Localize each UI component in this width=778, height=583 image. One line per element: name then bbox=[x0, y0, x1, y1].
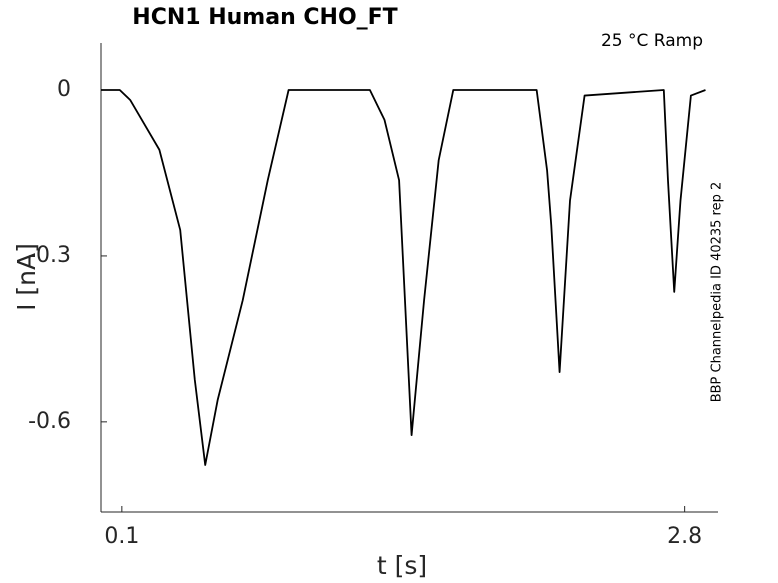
y-tick-label: 0 bbox=[57, 77, 71, 102]
y-tick-label: -0.6 bbox=[28, 409, 71, 434]
annotation: 25 °C Ramp bbox=[601, 31, 703, 51]
chart-title: HCN1 Human CHO_FT bbox=[132, 5, 397, 30]
y-tick-label: -0.3 bbox=[28, 243, 71, 268]
side-note: BBP Channelpedia ID 40235 rep 2 bbox=[710, 182, 725, 403]
current-trace bbox=[101, 89, 706, 466]
x-axis-label: t [s] bbox=[377, 551, 427, 580]
x-tick-label: 2.8 bbox=[667, 524, 702, 549]
y-axis-label: I [nA] bbox=[12, 243, 41, 311]
x-tick-label: 0.1 bbox=[104, 524, 139, 549]
